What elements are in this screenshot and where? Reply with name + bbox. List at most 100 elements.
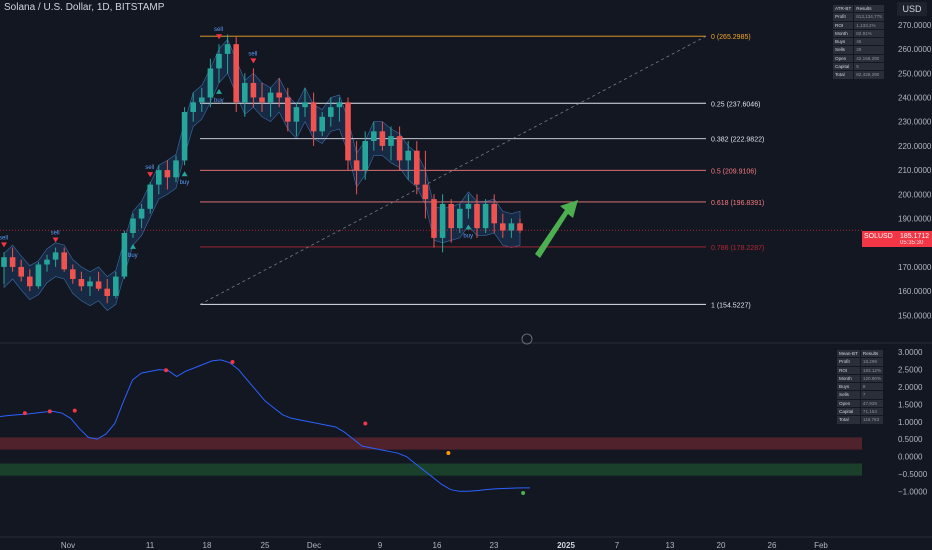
stats-key: Mean-BT bbox=[836, 348, 861, 359]
candle-body bbox=[362, 141, 368, 171]
candle-body bbox=[70, 269, 76, 280]
candle-body bbox=[508, 223, 515, 231]
lightning-icon bbox=[521, 333, 533, 345]
stats-key: Buys bbox=[831, 37, 855, 47]
stats-key: Profit bbox=[836, 357, 861, 367]
candle-body bbox=[293, 107, 300, 122]
buy-signal-label: buy bbox=[128, 253, 138, 259]
candle-body bbox=[242, 82, 248, 103]
buy-signal-marker bbox=[130, 243, 136, 249]
oscillator-tick-label: 2.5000 bbox=[898, 366, 923, 375]
stats-key: Profit bbox=[831, 12, 855, 22]
candle-body bbox=[1, 257, 7, 267]
time-axis-label: 13 bbox=[666, 541, 675, 550]
candle-body bbox=[345, 102, 351, 161]
stats-row: ROI 1,133.2% bbox=[831, 20, 885, 30]
fib-label: 0.618 (196.8391) bbox=[711, 200, 764, 207]
price-tick-label: 160.0000 bbox=[898, 287, 932, 296]
price-tick-label: 250.0000 bbox=[898, 69, 932, 78]
stats-value: 42,158,290 bbox=[853, 53, 885, 64]
stats-row: Capital 5 bbox=[831, 62, 885, 72]
price-tick-label: 230.0000 bbox=[898, 118, 932, 127]
candle-body bbox=[52, 252, 59, 260]
oscillator-signal-dot bbox=[446, 451, 451, 456]
price-tick-label: 220.0000 bbox=[898, 142, 932, 151]
stats-row: ROI 183.12% bbox=[836, 365, 885, 375]
stats-key: Capital bbox=[831, 62, 855, 72]
stats-value: 28 bbox=[853, 45, 885, 55]
candle-body bbox=[353, 160, 360, 171]
stats-value: 82.91% bbox=[853, 28, 885, 39]
stats-value: 120.90% bbox=[859, 373, 885, 384]
stats-key: Total bbox=[831, 70, 855, 80]
stats-row: Sells 7 bbox=[836, 390, 885, 400]
candle-body bbox=[190, 102, 196, 112]
oscillator-signal-dot bbox=[230, 359, 235, 364]
stats-row: Open 47,929 bbox=[836, 398, 885, 409]
sell-signal-marker bbox=[250, 58, 257, 64]
oscillator-tick-label: −0.5000 bbox=[898, 470, 928, 479]
price-tick-label: 260.0000 bbox=[898, 45, 932, 54]
chart-title: Solana / U.S. Dollar, 1D, BITSTAMP bbox=[4, 2, 165, 13]
candle-body bbox=[267, 92, 274, 103]
candle-body bbox=[130, 218, 136, 234]
candle-body bbox=[259, 97, 265, 103]
stats-row: Capital 71,154 bbox=[836, 407, 885, 417]
candle-body bbox=[396, 136, 403, 161]
oscillator-signal-dot bbox=[363, 421, 368, 426]
stats-value: 813,134,775 bbox=[853, 12, 885, 22]
candle-body bbox=[207, 68, 214, 98]
candle-body bbox=[319, 116, 325, 132]
candle-body bbox=[173, 160, 179, 178]
candle-body bbox=[44, 259, 50, 265]
candle-body bbox=[482, 203, 489, 229]
stats-value: 183.12% bbox=[859, 365, 885, 375]
candle-body bbox=[431, 199, 437, 238]
oscillator-line bbox=[0, 359, 530, 492]
stats-value: Results bbox=[859, 348, 885, 359]
atr-backtest-table: ATR-BT Results Profit 813,134,775 ROI 1,133.2… bbox=[831, 3, 885, 80]
price-tick-label: 170.0000 bbox=[898, 263, 932, 272]
candle-body bbox=[164, 170, 171, 178]
candle-body bbox=[224, 44, 231, 54]
time-axis-label: Feb bbox=[814, 541, 828, 550]
candle-body bbox=[9, 257, 16, 267]
stats-row: Open 42,158,290 bbox=[831, 53, 885, 64]
price-tick-label: 270.0000 bbox=[898, 21, 932, 30]
stats-key: Month bbox=[831, 28, 855, 39]
time-axis-label: 9 bbox=[378, 541, 383, 550]
stats-value: 47,929 bbox=[859, 398, 885, 409]
oscillator-signal-dot bbox=[22, 411, 27, 416]
buy-signal-marker bbox=[216, 88, 222, 94]
stats-row: Month 120.90% bbox=[836, 373, 885, 384]
oscillator-tick-label: 3.0000 bbox=[898, 348, 923, 357]
current-price-value: 185.1712 bbox=[900, 233, 930, 240]
overbought-zone bbox=[0, 437, 862, 450]
currency-button[interactable]: USD bbox=[897, 2, 927, 16]
oscillator-tick-label: −1.0000 bbox=[898, 487, 928, 496]
candle-body bbox=[422, 184, 429, 200]
oscillator-signal-dot bbox=[164, 368, 169, 373]
stats-value: Results bbox=[853, 3, 885, 14]
time-axis-label: 23 bbox=[490, 541, 499, 550]
stats-row: Profit 18,299 bbox=[836, 357, 885, 367]
price-tick-label: 200.0000 bbox=[898, 190, 932, 199]
sell-signal-label: sell bbox=[51, 231, 60, 237]
candle-body bbox=[27, 276, 33, 287]
sell-signal-label: sell bbox=[145, 165, 154, 171]
oscillator-tick-label: 1.0000 bbox=[898, 418, 923, 427]
stats-key: Sells bbox=[831, 45, 855, 55]
candle-body bbox=[138, 208, 145, 219]
candle-body bbox=[285, 97, 291, 122]
oscillator-signal-dot bbox=[47, 409, 52, 414]
buy-signal-marker bbox=[465, 224, 472, 230]
oversold-zone bbox=[0, 463, 862, 476]
candle-body bbox=[474, 203, 480, 229]
price-tick-label: 190.0000 bbox=[898, 214, 932, 223]
buy-signal-label: buy bbox=[214, 98, 224, 104]
candle-body bbox=[87, 281, 93, 287]
buy-signal-label: buy bbox=[463, 233, 473, 239]
candle-body bbox=[405, 150, 411, 161]
sell-signal-label: sell bbox=[248, 51, 257, 57]
